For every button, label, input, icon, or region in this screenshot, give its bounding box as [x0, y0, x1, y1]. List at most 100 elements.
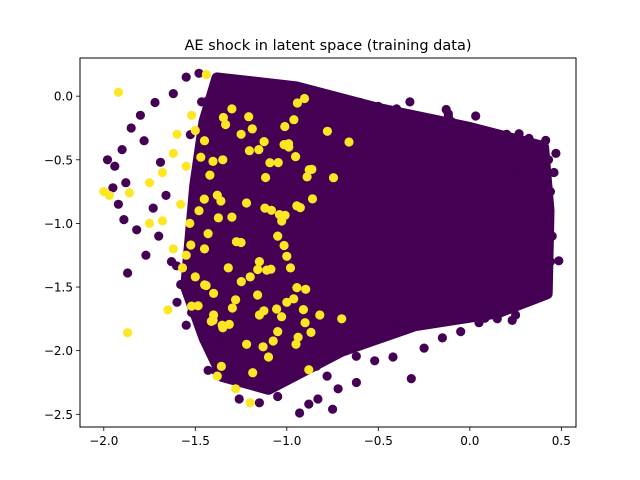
scatter-point-yellow: [247, 124, 257, 134]
scatter-point-yellow: [304, 365, 314, 375]
scatter-point-yellow: [190, 272, 200, 282]
scatter-point-yellow: [221, 119, 231, 130]
scatter-point-yellow: [273, 158, 283, 168]
scatter-point-yellow: [337, 314, 347, 324]
scatter-point-dark: [355, 97, 365, 108]
scatter-point-yellow: [212, 371, 222, 381]
x-tick-label: −0.5: [364, 434, 393, 448]
scatter-point-yellow: [284, 139, 294, 149]
scatter-point-yellow: [245, 398, 255, 408]
scatter-point-dark: [102, 155, 113, 165]
scatter-point-yellow: [280, 210, 290, 220]
scatter-point-yellow: [248, 368, 258, 378]
scatter-point-yellow: [181, 250, 191, 260]
scatter-point-yellow: [123, 328, 133, 338]
scatter-point-dark: [148, 203, 158, 213]
scatter-point-dark: [181, 320, 191, 330]
scatter-point-dark: [282, 81, 292, 91]
scatter-point-yellow: [218, 112, 228, 123]
scatter-point-yellow: [245, 272, 255, 282]
scatter-point-dark: [300, 85, 310, 95]
scatter-point-dark: [545, 257, 556, 267]
scatter-point-yellow: [236, 129, 246, 139]
scatter-point-dark: [538, 140, 548, 150]
scatter-point-yellow: [300, 318, 310, 328]
scatter-point-dark: [181, 72, 191, 82]
scatter-point-dark: [135, 110, 145, 120]
x-tick-label: 0.0: [460, 434, 479, 448]
scatter-point-yellow: [196, 152, 206, 162]
y-tick-label: −2.0: [44, 344, 73, 358]
scatter-point-yellow: [241, 198, 252, 208]
scatter-point-dark: [295, 408, 305, 418]
scatter-point-dark: [176, 279, 186, 290]
scatter-point-dark: [245, 76, 255, 86]
scatter-point-dark: [110, 161, 120, 171]
axes-frame: [79, 57, 577, 428]
scatter-point-dark: [406, 374, 416, 384]
y-tick-label: 0.0: [54, 90, 73, 104]
scatter-point-yellow: [315, 310, 325, 320]
scatter-point-yellow: [266, 205, 276, 215]
scatter-point-dark: [313, 394, 323, 404]
scatter-point-yellow: [187, 110, 197, 120]
scatter-point-dark: [139, 136, 149, 146]
y-tick-label: −1.5: [44, 281, 73, 295]
scatter-point-yellow: [322, 126, 332, 136]
chart-title: AE shock in latent space (training data): [184, 38, 471, 54]
scatter-point-yellow: [291, 339, 301, 349]
scatter-point-dark: [201, 328, 211, 338]
scatter-point-yellow: [298, 305, 308, 315]
scatter-point-yellow: [280, 121, 290, 132]
scatter-point-yellow: [282, 251, 292, 261]
scatter-point-dark: [529, 139, 539, 150]
scatter-point-yellow: [302, 172, 312, 182]
scatter-point-yellow: [227, 104, 237, 114]
scatter-point-yellow: [328, 173, 339, 183]
scatter-point-yellow: [291, 152, 301, 162]
scatter-point-yellow: [193, 301, 203, 311]
scatter-point-yellow: [344, 137, 354, 147]
scatter-point-dark: [465, 123, 475, 133]
scatter-point-dark: [373, 101, 383, 111]
scatter-point-yellow: [231, 237, 241, 247]
scatter-point-dark: [328, 404, 338, 414]
scatter-point-yellow: [200, 280, 210, 290]
scatter-point-yellow: [293, 332, 303, 342]
scatter-point-dark: [337, 94, 347, 104]
scatter-point-yellow: [259, 137, 269, 147]
scatter-point-dark: [150, 97, 160, 108]
scatter-point-yellow: [157, 216, 167, 226]
scatter-point-dark: [501, 129, 512, 139]
scatter-point-dark: [443, 109, 453, 119]
scatter-point-yellow: [172, 129, 182, 139]
scatter-point-yellow: [292, 98, 302, 108]
scatter-point-dark: [194, 68, 204, 78]
scatter-point-dark: [141, 250, 151, 260]
scatter-point-yellow: [157, 167, 167, 178]
series-yellow: [99, 69, 354, 408]
y-tick-label: −2.5: [44, 408, 73, 422]
scatter-point-yellow: [209, 288, 219, 298]
scatter-point-yellow: [231, 384, 241, 394]
scatter-point-yellow: [273, 231, 283, 241]
scatter-point-dark: [209, 348, 219, 358]
scatter-point-yellow: [227, 212, 237, 222]
scatter-point-yellow: [217, 320, 227, 330]
scatter-point-dark: [234, 394, 244, 404]
scatter-point-dark: [504, 304, 514, 314]
scatter-point-yellow: [187, 301, 197, 311]
scatter-point-dark: [121, 178, 131, 188]
scatter-point-yellow: [113, 87, 123, 97]
scatter-point-dark: [471, 111, 481, 121]
scatter-point-yellow: [208, 156, 218, 166]
scatter-point-yellow: [205, 170, 215, 180]
scatter-point-yellow: [199, 136, 210, 146]
scatter-point-dark: [113, 199, 123, 209]
scatter-point-yellow: [201, 69, 211, 80]
scatter-point-yellow: [254, 145, 264, 155]
scatter-point-dark: [245, 377, 255, 388]
scatter-point-dark: [161, 190, 171, 200]
scatter-point-dark: [388, 352, 398, 362]
scatter-point-yellow: [218, 155, 228, 165]
